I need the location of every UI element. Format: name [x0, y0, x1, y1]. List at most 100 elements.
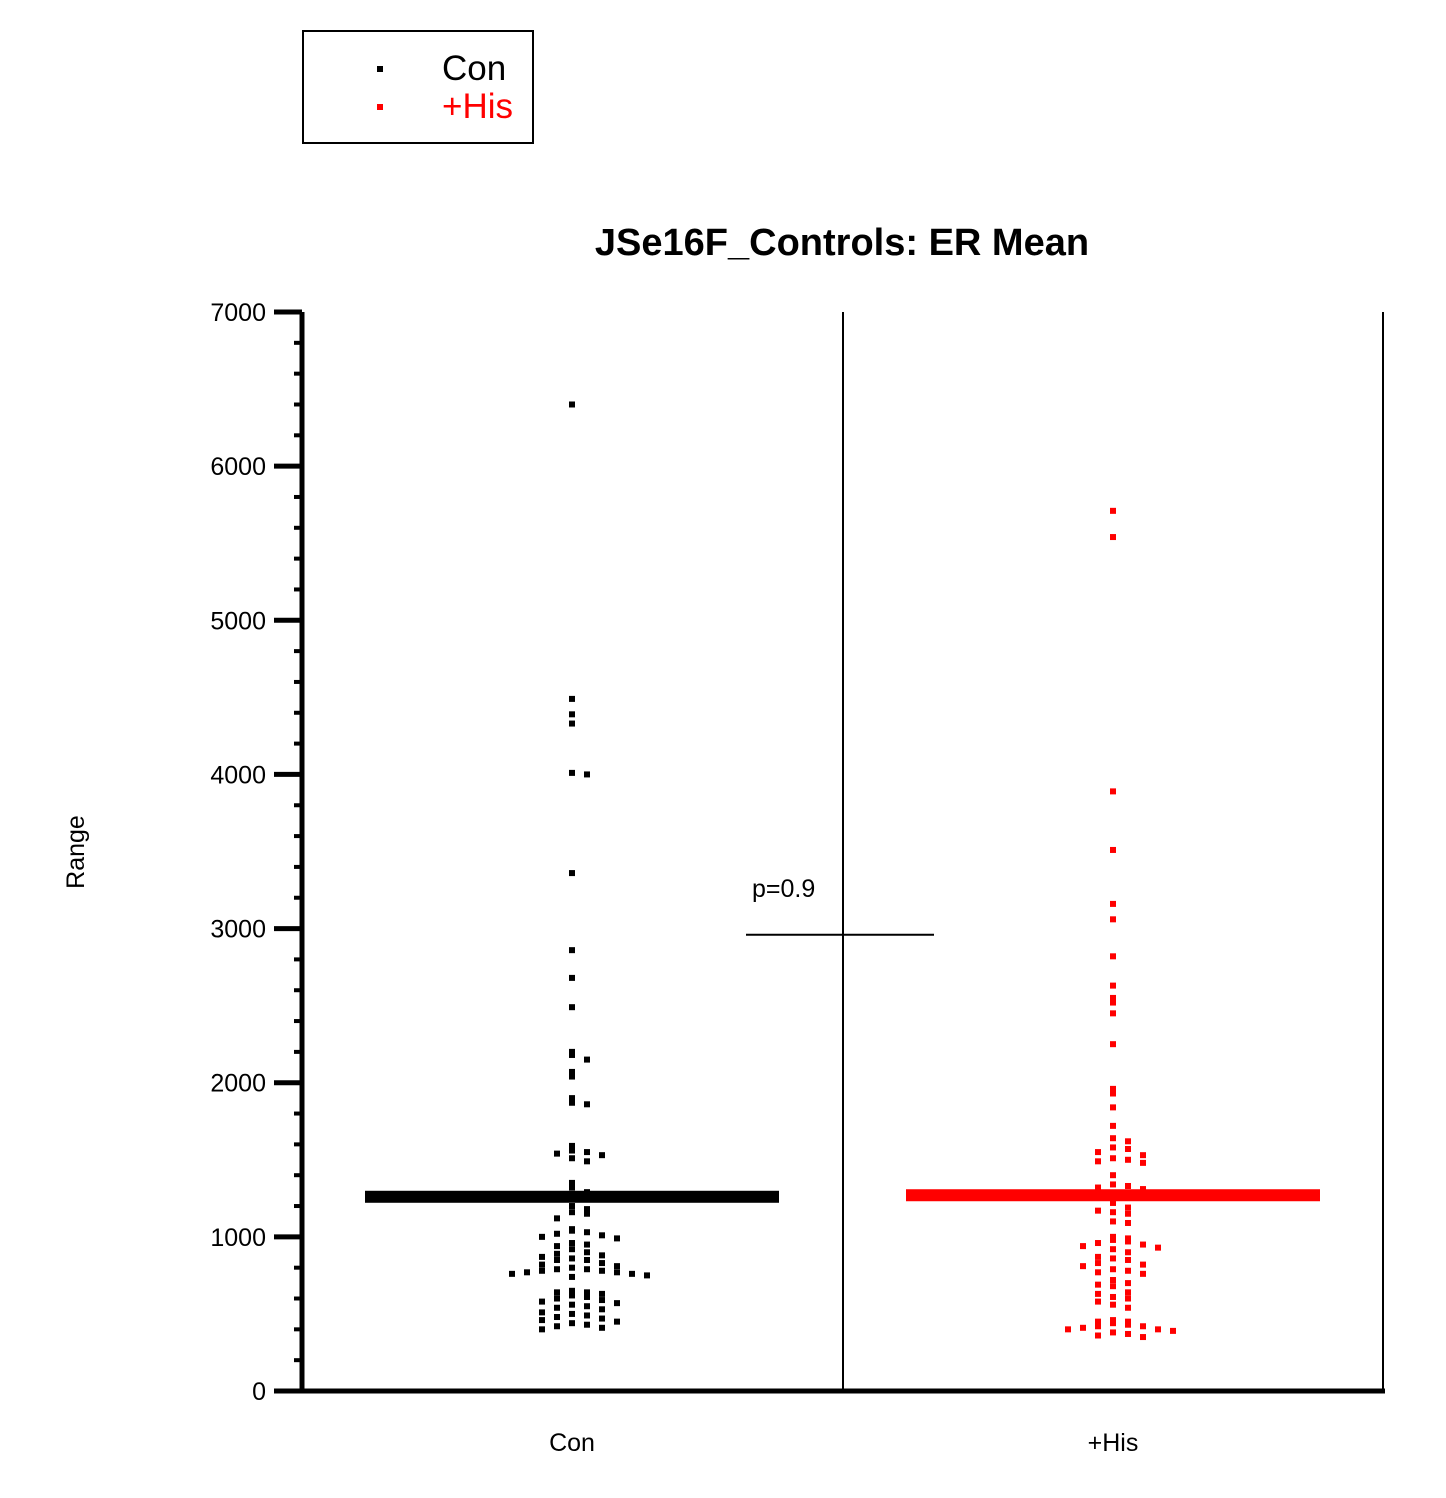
data-point-con [584, 1149, 590, 1156]
data-point-con [569, 974, 575, 981]
data-point-plus-his [1095, 1318, 1101, 1325]
data-point-plus-his [1125, 1249, 1131, 1256]
mean-bar-con [365, 1190, 779, 1203]
data-point-plus-his [1095, 1290, 1101, 1297]
data-point-plus-his [1140, 1323, 1146, 1330]
data-point-plus-his [1110, 994, 1116, 1001]
data-point-plus-his [1170, 1327, 1176, 1334]
data-point-con [569, 1004, 575, 1011]
data-point-con [539, 1298, 545, 1305]
data-point-plus-his [1095, 1158, 1101, 1165]
data-point-plus-his [1080, 1263, 1086, 1270]
data-point-plus-his [1110, 1293, 1116, 1300]
data-point-con [554, 1215, 560, 1222]
data-point-con [584, 1256, 590, 1263]
data-point-con [644, 1272, 650, 1279]
legend-marker-his [377, 104, 383, 110]
data-point-plus-his [1110, 1181, 1116, 1188]
data-point-con [614, 1235, 620, 1242]
data-point-plus-his [1110, 1155, 1116, 1162]
data-point-plus-his [1140, 1186, 1146, 1193]
data-point-con [554, 1150, 560, 1157]
data-point-plus-his [1125, 1318, 1131, 1325]
data-point-plus-his [1110, 999, 1116, 1006]
data-point-con [569, 870, 575, 877]
data-point-con [569, 1273, 575, 1280]
data-point-plus-his [1110, 1122, 1116, 1129]
data-point-con [569, 947, 575, 954]
data-point-con [599, 1232, 605, 1239]
data-point-con [584, 1249, 590, 1256]
y-tick-label: 1000 [210, 1224, 266, 1252]
data-point-con [569, 720, 575, 727]
data-point-con [584, 771, 590, 778]
data-point-con [569, 1255, 575, 1262]
data-point-plus-his [1110, 1233, 1116, 1240]
data-point-plus-his [1110, 1320, 1116, 1327]
data-points [509, 401, 1176, 1341]
y-tick-label: 7000 [210, 299, 266, 327]
data-point-plus-his [1110, 534, 1116, 541]
data-point-plus-his [1110, 1283, 1116, 1290]
data-point-con [554, 1295, 560, 1302]
data-point-plus-his [1095, 1269, 1101, 1276]
data-point-plus-his [1110, 507, 1116, 514]
data-point-plus-his [1095, 1184, 1101, 1191]
data-point-con [614, 1269, 620, 1276]
data-point-plus-his [1080, 1324, 1086, 1331]
data-point-con [584, 1158, 590, 1165]
data-point-con [569, 1179, 575, 1186]
data-point-plus-his [1110, 1104, 1116, 1111]
data-point-plus-his [1110, 1218, 1116, 1225]
data-point-plus-his [1110, 1266, 1116, 1273]
data-point-plus-his [1125, 1304, 1131, 1311]
data-point-con [569, 1287, 575, 1294]
data-point-plus-his [1095, 1298, 1101, 1305]
data-point-con [539, 1326, 545, 1333]
data-point-con [569, 1246, 575, 1253]
mean-bar-plus-his [906, 1189, 1320, 1202]
data-point-plus-his [1140, 1270, 1146, 1277]
data-point-plus-his [1095, 1323, 1101, 1330]
data-point-con [569, 1227, 575, 1234]
data-point-con [599, 1252, 605, 1259]
data-point-plus-his [1110, 1010, 1116, 1017]
data-point-plus-his [1125, 1156, 1131, 1163]
data-point-plus-his [1125, 1267, 1131, 1274]
data-point-con [554, 1250, 560, 1257]
data-point-plus-his [1095, 1149, 1101, 1156]
legend-marker-con [377, 66, 383, 72]
data-point-con [524, 1269, 530, 1276]
legend-label-his: +His [442, 87, 513, 126]
data-point-con [584, 1101, 590, 1108]
data-point-con [584, 1289, 590, 1296]
data-point-con [569, 1320, 575, 1327]
y-tick-label: 2000 [210, 1070, 266, 1098]
data-point-plus-his [1095, 1207, 1101, 1214]
y-tick-label: 3000 [210, 916, 266, 944]
data-point-con [539, 1309, 545, 1316]
data-point-plus-his [1095, 1240, 1101, 1247]
data-point-con [554, 1256, 560, 1263]
data-point-plus-his [1125, 1204, 1131, 1211]
chart-title: JSe16F_Controls: ER Mean [594, 222, 1090, 264]
data-point-con [599, 1315, 605, 1322]
y-axis-title: Range [62, 815, 90, 889]
data-point-plus-his [1110, 916, 1116, 923]
data-point-plus-his [1110, 846, 1116, 853]
data-point-plus-his [1125, 1330, 1131, 1337]
data-point-con [599, 1152, 605, 1159]
data-point-plus-his [1125, 1321, 1131, 1328]
legend: Con +His [302, 30, 534, 144]
data-point-plus-his [1110, 1255, 1116, 1262]
data-point-con [539, 1233, 545, 1240]
data-point-plus-his [1095, 1281, 1101, 1288]
data-point-con [599, 1324, 605, 1331]
data-point-plus-his [1125, 1256, 1131, 1263]
legend-label-con: Con [442, 49, 507, 88]
data-point-con [569, 1264, 575, 1271]
data-point-plus-his [1125, 1182, 1131, 1189]
data-point-con [599, 1297, 605, 1304]
data-point-con [554, 1304, 560, 1311]
data-point-plus-his [1110, 982, 1116, 989]
